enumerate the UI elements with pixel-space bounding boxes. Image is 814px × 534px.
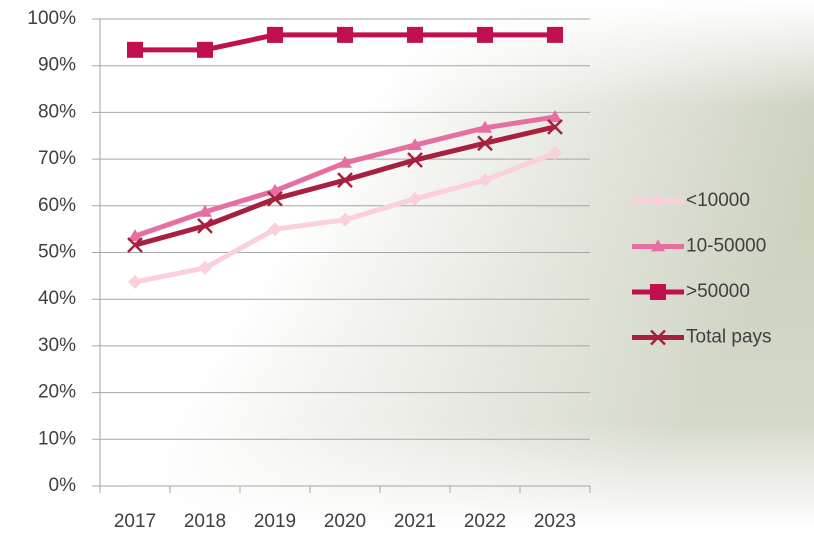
marker: [477, 135, 493, 152]
marker: [548, 110, 562, 122]
y-tick-label: 100%: [27, 8, 76, 29]
marker: [267, 190, 283, 207]
marker: [198, 204, 212, 217]
marker: [197, 41, 213, 58]
marker: [338, 155, 352, 168]
legend-label: 10-50000: [686, 236, 766, 257]
legend-marker: [650, 329, 666, 346]
y-tick-label: 0%: [49, 475, 77, 496]
y-tick-label: 50%: [38, 242, 76, 263]
legend-marker: [651, 239, 665, 252]
legend-label: <10000: [686, 190, 750, 211]
legend-label: Total pays: [686, 327, 772, 348]
marker: [127, 237, 143, 253]
marker: [127, 41, 143, 58]
x-tick-label: 2017: [114, 511, 156, 529]
marker: [477, 26, 493, 43]
x-tick-label: 2018: [184, 511, 226, 529]
y-tick-label: 90%: [38, 55, 76, 76]
marker: [548, 146, 562, 161]
marker: [547, 118, 563, 135]
y-tick-label: 80%: [38, 101, 76, 122]
marker: [338, 212, 352, 227]
y-tick-label: 20%: [38, 382, 76, 403]
series: >50000: [127, 26, 750, 302]
marker: [268, 222, 282, 237]
series: <10000: [128, 146, 750, 289]
marker: [407, 26, 423, 43]
series: Total pays: [127, 118, 772, 348]
marker: [337, 26, 353, 43]
x-tick-label: 2022: [464, 511, 506, 529]
x-tick-label: 2019: [254, 511, 296, 529]
marker: [547, 26, 563, 43]
x-tick-label: 2021: [394, 511, 436, 529]
y-tick-label: 60%: [38, 195, 76, 216]
marker: [478, 173, 492, 188]
legend-label: >50000: [686, 281, 750, 302]
y-tick-label: 10%: [38, 428, 76, 449]
marker: [198, 260, 212, 275]
marker: [407, 152, 423, 168]
marker: [478, 120, 492, 133]
legend-marker: [651, 194, 665, 208]
marker: [267, 26, 283, 43]
x-tick-label: 2020: [324, 511, 366, 529]
marker: [408, 191, 422, 206]
marker: [128, 229, 142, 242]
y-tick-label: 30%: [38, 335, 76, 356]
y-tick-label: 70%: [38, 148, 76, 169]
marker: [268, 183, 282, 196]
x-tick-label: 2023: [534, 511, 576, 529]
marker: [197, 217, 213, 234]
y-tick-label: 40%: [38, 288, 76, 309]
marker: [337, 172, 353, 188]
marker: [408, 138, 422, 150]
legend-marker: [650, 284, 666, 300]
marker: [128, 274, 142, 289]
series: 10-50000: [128, 110, 766, 257]
